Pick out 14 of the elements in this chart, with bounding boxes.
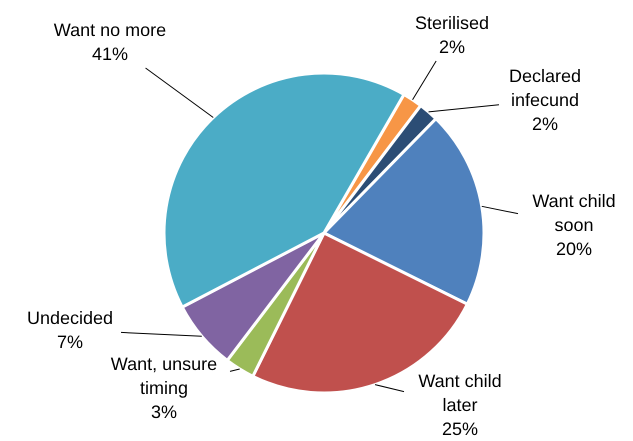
slice-label: Want child later [418,371,502,415]
slice-label: Want child soon [532,191,616,235]
data-label: 3% [150,402,178,422]
data-label: 2% [438,37,466,57]
slice-label: Undecided [26,308,114,328]
slice-label: Declared infecund [508,66,582,110]
slice-label: Want, unsure timing [110,354,218,398]
data-label: 41% [92,44,128,64]
slice-label: Want no more [54,20,166,40]
data-label: 2% [532,114,558,134]
data-label: 25% [442,419,478,439]
slice-label: Sterilised [414,13,490,33]
data-label: 7% [56,332,84,352]
data-label: 20% [556,239,592,259]
